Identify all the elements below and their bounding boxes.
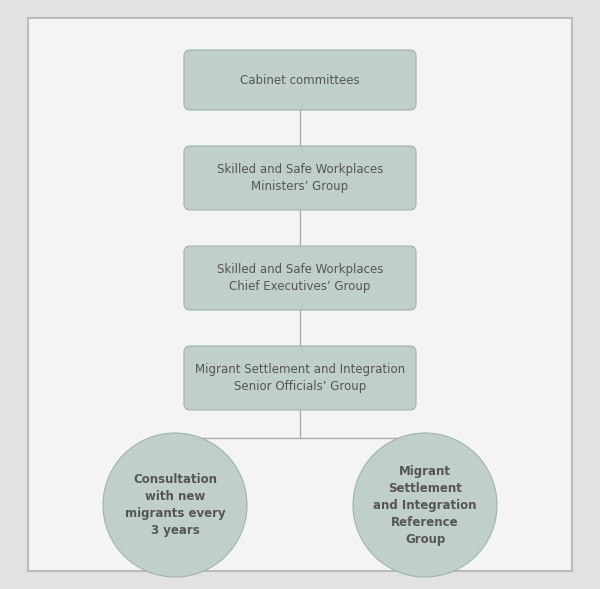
Circle shape <box>353 433 497 577</box>
FancyBboxPatch shape <box>184 246 416 310</box>
FancyBboxPatch shape <box>184 50 416 110</box>
Text: Migrant Settlement and Integration
Senior Officials’ Group: Migrant Settlement and Integration Senio… <box>195 363 405 393</box>
Text: Migrant
Settlement
and Integration
Reference
Group: Migrant Settlement and Integration Refer… <box>373 465 477 545</box>
FancyBboxPatch shape <box>28 18 572 571</box>
Text: Consultation
with new
migrants every
3 years: Consultation with new migrants every 3 y… <box>125 473 226 537</box>
Text: Cabinet committees: Cabinet committees <box>240 74 360 87</box>
Circle shape <box>103 433 247 577</box>
FancyBboxPatch shape <box>184 346 416 410</box>
FancyBboxPatch shape <box>184 146 416 210</box>
Text: Skilled and Safe Workplaces
Ministers’ Group: Skilled and Safe Workplaces Ministers’ G… <box>217 163 383 193</box>
Text: Skilled and Safe Workplaces
Chief Executives’ Group: Skilled and Safe Workplaces Chief Execut… <box>217 263 383 293</box>
